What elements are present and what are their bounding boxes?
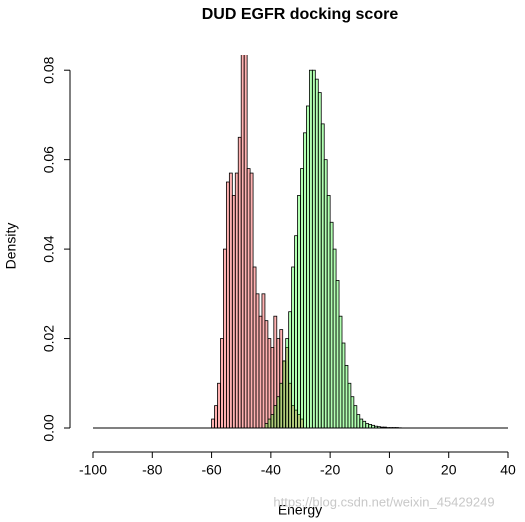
bar: [329, 221, 334, 429]
x-tick-label: -20: [320, 462, 340, 478]
bar: [276, 396, 281, 429]
bar: [294, 235, 298, 429]
bar: [314, 78, 319, 429]
bar: [300, 168, 304, 429]
y-tick-label: 0.04: [41, 235, 57, 262]
x-tick-label: 0: [386, 462, 394, 478]
y-tick-label: 0.06: [41, 146, 57, 173]
bar: [237, 136, 242, 429]
bar: [228, 172, 233, 429]
x-tick-label: 40: [500, 462, 516, 478]
bar: [326, 195, 331, 429]
bar: [225, 181, 230, 429]
y-axis-label: Density: [3, 223, 19, 270]
bar: [368, 424, 373, 429]
bar: [323, 159, 328, 429]
y-tick-label: 0.08: [41, 56, 57, 83]
bar: [217, 382, 221, 429]
x-tick-label: -80: [142, 462, 162, 478]
x-tick-label: -100: [79, 462, 107, 478]
y-tick-label: 0.00: [41, 414, 57, 441]
bar: [347, 382, 352, 429]
bar: [267, 338, 272, 429]
bar: [234, 172, 239, 429]
chart-title: DUD EGFR docking score: [202, 6, 399, 23]
bar: [350, 396, 355, 429]
bar: [211, 418, 215, 429]
bar: [291, 266, 295, 429]
bar: [353, 405, 358, 429]
bar: [267, 418, 272, 429]
x-tick-label: 20: [441, 462, 457, 478]
bar: [362, 420, 367, 429]
bar: [282, 360, 287, 429]
bar: [270, 414, 275, 429]
bar: [255, 293, 260, 429]
bar: [335, 280, 340, 429]
bar: [258, 315, 263, 429]
bar: [317, 92, 322, 429]
bar: [249, 172, 254, 429]
bar: [261, 293, 266, 429]
bar: [306, 105, 310, 429]
bar: [344, 364, 349, 429]
plot-area: [211, 55, 402, 429]
x-tick-label: -60: [201, 462, 221, 478]
bar: [359, 418, 364, 429]
bar: [231, 195, 236, 429]
bar: [311, 69, 316, 429]
bar: [303, 132, 307, 429]
bar: [285, 338, 290, 429]
bar: [246, 168, 251, 429]
y-tick-label: 0.02: [41, 325, 57, 352]
x-tick-label: -40: [261, 462, 281, 478]
bar: [320, 123, 325, 429]
bar: [264, 320, 269, 429]
bar: [220, 338, 224, 429]
bar: [341, 342, 346, 429]
x-axis-label: Energy: [278, 502, 322, 518]
bar: [214, 405, 218, 429]
bar: [356, 414, 361, 429]
bar: [223, 248, 227, 429]
watermark: https://blog.csdn.net/weixin_45429249: [273, 494, 494, 509]
bar: [264, 423, 269, 429]
bar: [365, 423, 370, 429]
bar: [279, 382, 284, 429]
bar: [273, 405, 278, 429]
bar: [252, 266, 257, 429]
bar: [308, 69, 313, 429]
bar: [243, 55, 248, 429]
bar: [288, 311, 293, 429]
bar: [240, 55, 245, 429]
bar: [338, 315, 343, 429]
bar: [332, 248, 337, 429]
bar: [297, 195, 301, 429]
